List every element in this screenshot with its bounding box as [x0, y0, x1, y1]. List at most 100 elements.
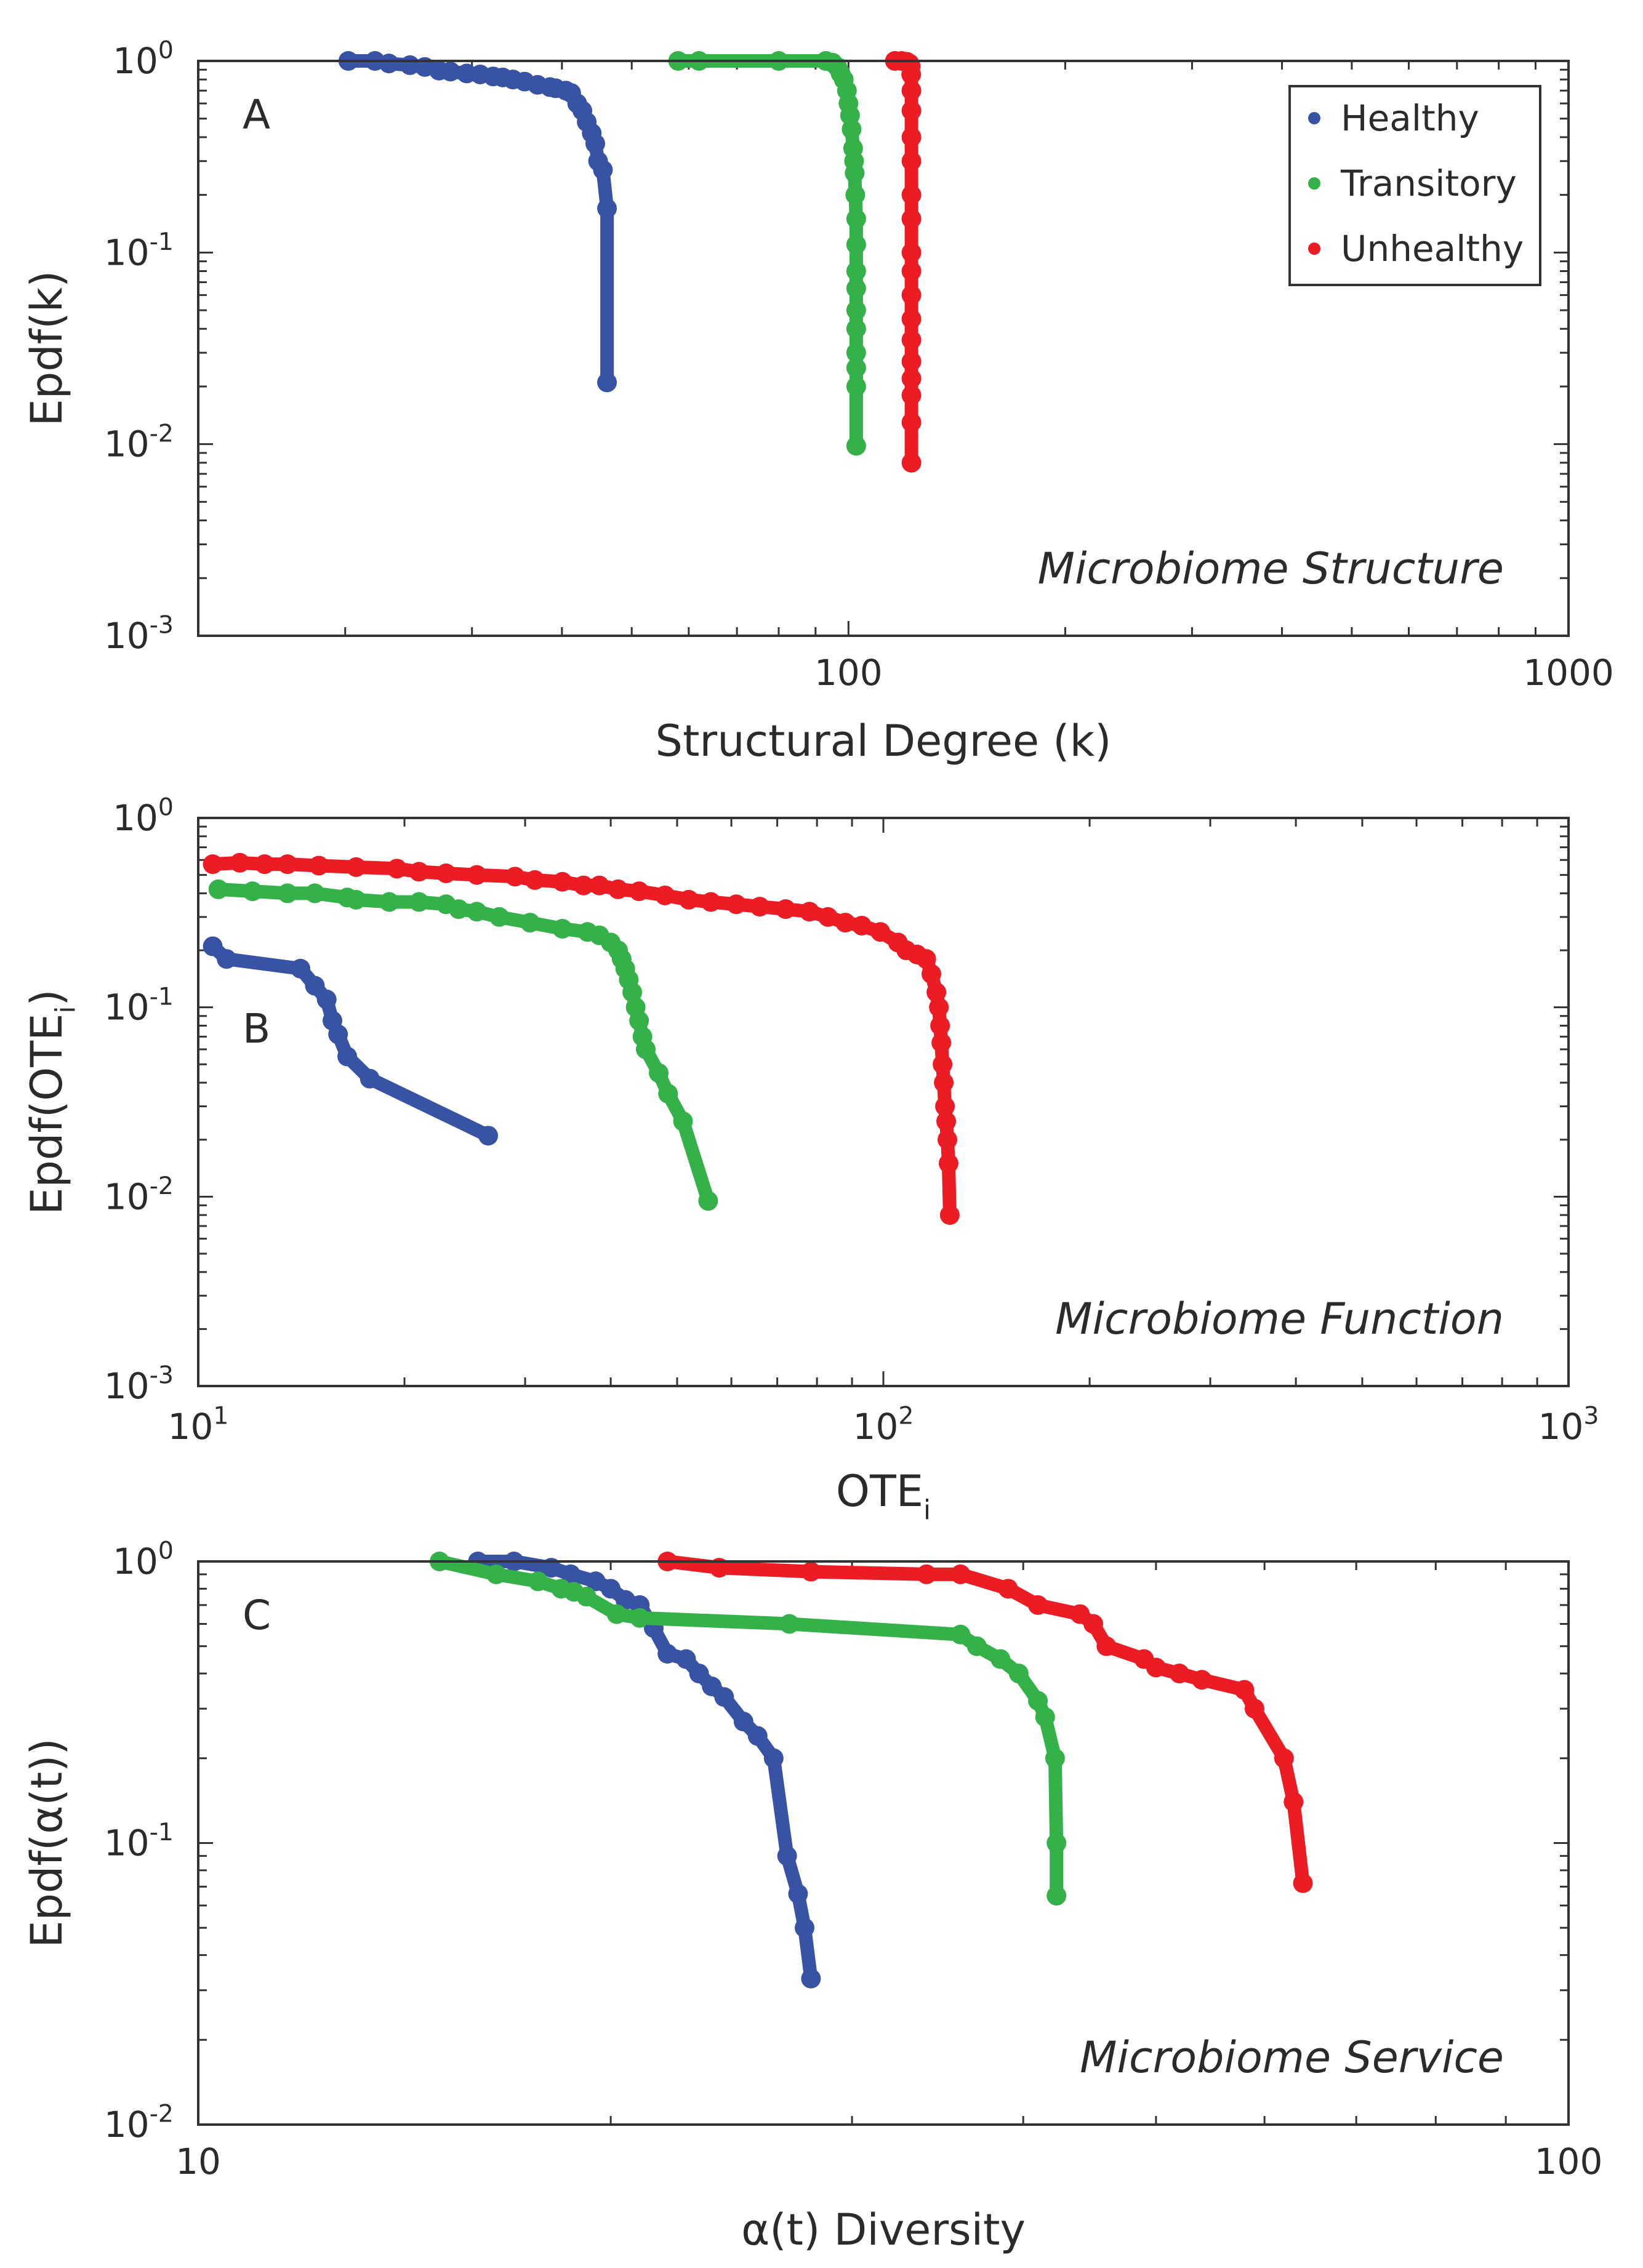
data-point-transitory: [629, 1011, 649, 1031]
y-axis-label: Epdf(k): [22, 271, 72, 427]
y-tick-label: 10-3: [104, 1361, 174, 1407]
data-point-unhealthy: [937, 1129, 957, 1150]
data-point-unhealthy: [934, 1073, 954, 1093]
data-point-unhealthy: [936, 1111, 957, 1131]
data-point-unhealthy: [901, 242, 922, 263]
data-point-transitory: [636, 1039, 656, 1059]
data-point-unhealthy: [901, 330, 922, 350]
data-point-healthy: [360, 1068, 380, 1089]
data-point-healthy: [217, 949, 237, 969]
panel-label: A: [243, 91, 270, 138]
data-point-unhealthy: [938, 1153, 958, 1174]
legend-label: Unhealthy: [1341, 228, 1524, 270]
data-point-transitory: [1028, 1691, 1048, 1711]
data-point-unhealthy: [901, 412, 922, 433]
series-line-healthy: [208, 941, 491, 1142]
data-point-unhealthy: [933, 1054, 953, 1075]
panel-b: 101 102 103 10-3 10-2 10-1 100 B Microbiome Func…: [22, 793, 1599, 1526]
legend-marker-healthy: [1308, 112, 1320, 124]
legend: Healthy Transitory Unhealthy: [1288, 85, 1541, 286]
data-point-transitory: [1046, 1833, 1067, 1853]
data-point-unhealthy: [901, 285, 922, 305]
panel-annotation: Microbiome Function: [1055, 1294, 1504, 1344]
legend-box: [1288, 85, 1541, 286]
data-point-transitory: [846, 376, 866, 396]
data-point-transitory: [842, 119, 862, 140]
plot-frame: [197, 817, 1570, 1387]
data-point-transitory: [1045, 1748, 1065, 1768]
data-point-transitory: [409, 892, 429, 912]
data-point-unhealthy: [1234, 1680, 1255, 1700]
data-point-healthy: [689, 1664, 709, 1684]
data-point-unhealthy: [921, 964, 941, 984]
legend-marker-transitory: [1308, 177, 1320, 190]
x-tick-label: 103: [1538, 1402, 1599, 1448]
data-point-transitory: [1035, 1707, 1055, 1727]
data-point-healthy: [478, 1126, 499, 1146]
data-point-transitory: [278, 883, 298, 904]
data-point-healthy: [777, 1846, 797, 1866]
data-point-unhealthy: [901, 369, 922, 389]
data-point-unhealthy: [387, 859, 407, 879]
data-point-transitory: [552, 918, 572, 939]
panel-label: B: [243, 1005, 270, 1052]
data-point-unhealthy: [436, 863, 456, 883]
data-point-unhealthy: [935, 1096, 955, 1116]
data-point-healthy: [379, 54, 399, 74]
x-tick-label: 10: [175, 2141, 221, 2182]
data-point-transitory: [449, 899, 469, 920]
data-point-transitory: [622, 982, 643, 1003]
data-point-transitory: [658, 1083, 678, 1104]
x-axis-label: α(t) Diversity: [741, 2205, 1026, 2255]
data-point-transitory: [846, 278, 866, 299]
y-tick-label: 10-2: [104, 2100, 174, 2146]
data-point-transitory: [1008, 1664, 1029, 1684]
data-point-healthy: [763, 1748, 784, 1768]
legend-label: Transitory: [1340, 162, 1517, 204]
x-tick-label: 100: [1535, 2141, 1603, 2182]
data-point-healthy: [657, 1644, 678, 1664]
legend-marker-unhealthy: [1308, 242, 1320, 255]
data-point-healthy: [801, 1968, 821, 1989]
data-point-transitory: [379, 892, 400, 912]
data-point-transitory: [305, 883, 325, 904]
data-point-unhealthy: [1274, 1748, 1294, 1768]
x-tick-label: 102: [853, 1402, 914, 1448]
data-point-unhealthy: [505, 867, 525, 887]
data-point-healthy: [593, 160, 613, 180]
y-tick-label: 100: [113, 793, 174, 839]
panel-annotation: Microbiome Service: [1080, 2032, 1504, 2083]
panel-a: 100 1000 10-3 10-2 10-1 100 A Microbiome Struct…: [22, 36, 1614, 766]
data-point-unhealthy: [726, 894, 747, 915]
data-point-unhealthy: [776, 899, 796, 920]
data-point-transitory: [467, 902, 487, 922]
data-point-unhealthy: [901, 81, 922, 101]
data-point-healthy: [561, 1564, 581, 1584]
data-point-transitory: [846, 234, 866, 255]
y-tick-label: 10-1: [104, 1818, 174, 1864]
panel-annotation: Microbiome Structure: [1038, 543, 1504, 594]
data-point-transitory: [845, 163, 865, 183]
data-point-unhealthy: [1146, 1657, 1166, 1678]
panel-label: C: [243, 1592, 271, 1639]
data-point-unhealthy: [678, 889, 699, 910]
data-point-transitory: [1046, 1886, 1067, 1906]
data-point-unhealthy: [1283, 1792, 1304, 1812]
data-point-unhealthy: [278, 854, 298, 875]
data-point-unhealthy: [701, 892, 721, 912]
data-point-transitory: [846, 358, 866, 378]
data-point-unhealthy: [901, 185, 922, 205]
data-point-unhealthy: [1244, 1699, 1264, 1719]
data-point-healthy: [733, 1712, 753, 1732]
data-point-unhealthy: [308, 856, 329, 876]
data-point-unhealthy: [901, 309, 922, 329]
x-axis-label: Structural Degree (k): [656, 716, 1112, 766]
data-point-unhealthy: [930, 1016, 950, 1036]
data-point-unhealthy: [573, 875, 593, 896]
data-point-unhealthy: [917, 1564, 937, 1584]
data-point-unhealthy: [1028, 1595, 1048, 1615]
data-point-unhealthy: [901, 261, 922, 281]
panel-c: 10 100 10-2 10-1 100 C Microbiome Service α(t) …: [22, 1537, 1602, 2255]
data-point-healthy: [337, 1046, 358, 1067]
data-point-transitory: [966, 1636, 987, 1656]
